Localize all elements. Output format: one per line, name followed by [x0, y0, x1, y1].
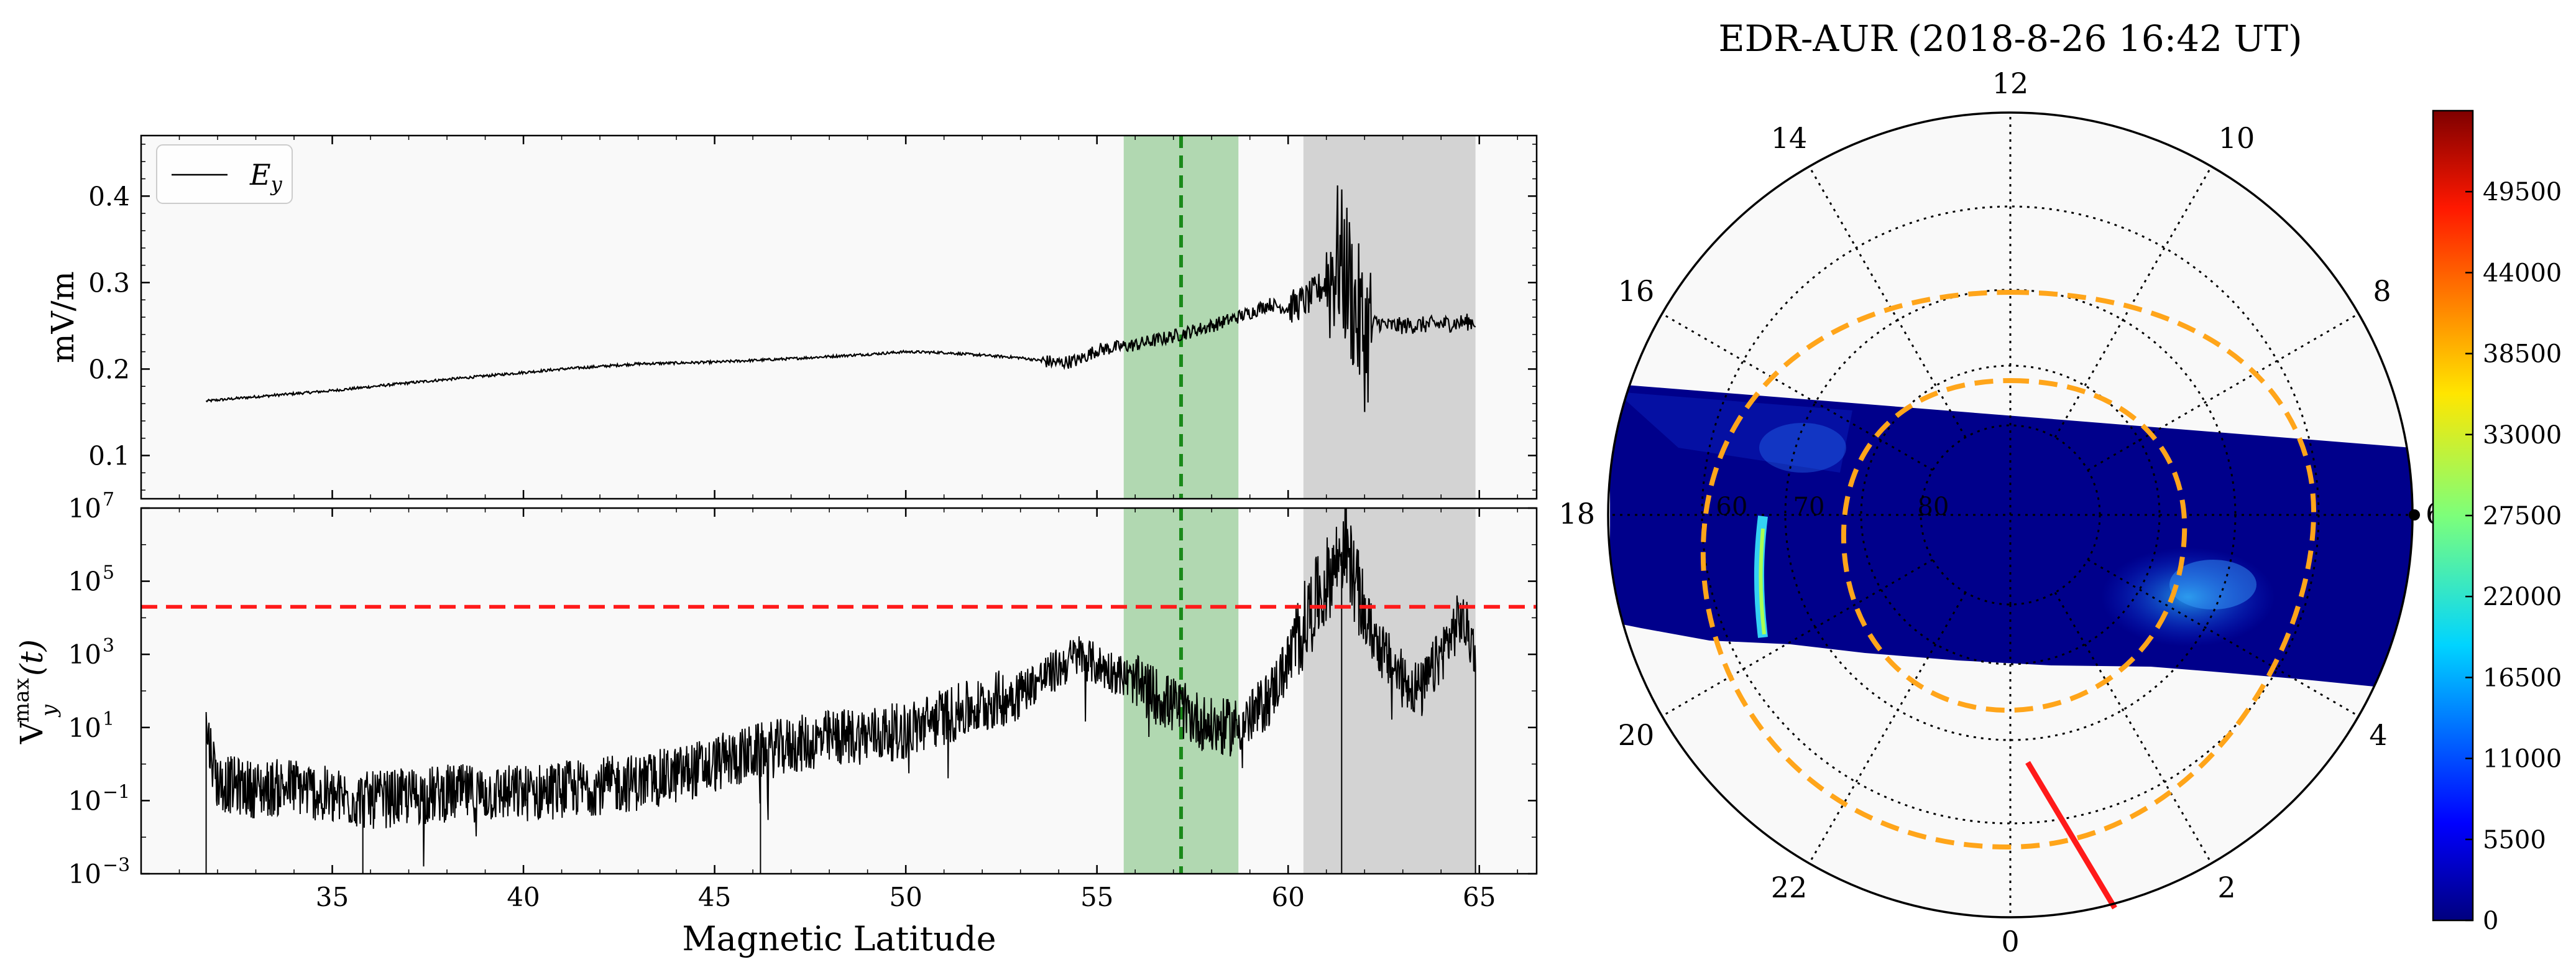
mlt-label-10: 10 [2219, 121, 2255, 155]
vy-ytick-label-3: 10 [68, 639, 101, 670]
colorbar-ticks: 0 5500 11000 16500 22000 27500 33000 38500 44000… [2465, 178, 2562, 935]
vy-ytick-label-0: 10 [68, 859, 101, 889]
colorbar-tick-label-9: 49500 [2483, 178, 2562, 206]
mlt-label-20: 20 [1618, 718, 1655, 752]
satellite-track [2025, 761, 2117, 910]
polar-dot-6mlt [2409, 509, 2420, 521]
mlt-label-2: 2 [2217, 871, 2235, 904]
colorbar: 0 5500 11000 16500 22000 27500 33000 38500 44000… [2432, 109, 2562, 935]
vy-xtick-label-2: 45 [698, 882, 731, 912]
auroral-image [1610, 384, 2412, 692]
colorbar-tick-label-8: 44000 [2483, 259, 2562, 287]
colorbar-tick-label-2: 11000 [2483, 745, 2562, 774]
vy-ytick-label-2: 10 [68, 713, 101, 743]
ey-series-line [205, 185, 1476, 412]
colorbar-tick-label-7: 38500 [2483, 340, 2562, 369]
mlt-label-22: 22 [1771, 871, 1808, 904]
vy-ytick-exponent-2: 1 [103, 708, 114, 730]
vy-xtick-label-0: 35 [316, 882, 349, 912]
colorbar-tick-label-0: 0 [2483, 907, 2498, 935]
vy-x-ticks: 35 40 45 50 55 60 65 [178, 508, 1518, 912]
colorbar-tick-label-6: 33000 [2483, 421, 2562, 450]
colorbar-tick-label-3: 16500 [2483, 664, 2562, 692]
ey-legend-letter: E [249, 158, 271, 192]
polar-panel: EDR-AUR (2018-8-26 16:42 UT) 12 14 [1558, 17, 2444, 958]
vy-xtick-label-6: 65 [1463, 882, 1496, 912]
vy-xtick-label-5: 60 [1271, 882, 1304, 912]
colorbar-tick-label-4: 22000 [2483, 583, 2562, 611]
vy-ylabel-tail: (t) [14, 639, 50, 676]
vy-ylabel-sub: y [37, 704, 62, 718]
auroral-glow-right [2101, 547, 2275, 647]
mlt-label-4: 4 [2369, 718, 2387, 752]
ey-panel: 0.1 0.2 0.3 0.4 mV/m Ey [45, 134, 1538, 500]
mlt-label-12: 12 [1992, 67, 2029, 100]
vy-ytick-exponent-5: 7 [103, 489, 114, 511]
vy-ytick-exponent-0: −3 [103, 854, 130, 876]
mlt-label-16: 16 [1618, 274, 1655, 308]
vy-ytick-label-4: 10 [68, 567, 101, 597]
vy-ytick-exponent-4: 5 [103, 562, 114, 584]
auroral-glow-right-inner [2169, 560, 2256, 609]
vy-ytick-exponent-3: 3 [103, 635, 114, 657]
lat-label-70: 70 [1793, 493, 1825, 521]
ey-y-ticks: 0.1 0.2 0.3 0.4 [88, 144, 1537, 491]
lat-label-60: 60 [1716, 493, 1748, 521]
ey-ytick-label-3: 0.4 [88, 181, 130, 211]
vy-xtick-label-1: 40 [507, 882, 540, 912]
mlt-label-0: 0 [2001, 925, 2019, 958]
colorbar-tick-label-5: 27500 [2483, 502, 2562, 530]
vy-xtick-label-3: 50 [889, 882, 922, 912]
x-axis-label: Magnetic Latitude [682, 919, 996, 958]
ey-x-ticks [178, 136, 1518, 499]
ey-legend-label: Ey [249, 158, 283, 196]
mlt-label-18: 18 [1558, 497, 1595, 530]
vy-ytick-exponent-1: −1 [103, 781, 130, 803]
mlt-label-14: 14 [1771, 121, 1808, 155]
ey-ytick-label-1: 0.2 [88, 354, 130, 384]
inner-oval [1841, 377, 2187, 713]
vy-ytick-label-1: 10 [68, 785, 101, 816]
polar-title: EDR-AUR (2018-8-26 16:42 UT) [1718, 17, 2302, 60]
mlt-spokes [1608, 113, 2413, 917]
vy-ytick-label-5: 10 [68, 493, 101, 524]
ey-ytick-label-0: 0.1 [88, 440, 130, 471]
ey-ytick-label-2: 0.3 [88, 267, 130, 298]
auroral-glow-left [1759, 423, 1846, 473]
ey-y-axis-label: mV/m [45, 271, 81, 363]
top-shaded-region-1 [1303, 136, 1476, 499]
ey-legend: Ey [156, 144, 293, 204]
outer-oval [1700, 289, 2317, 850]
lat-label-80: 80 [1918, 493, 1949, 521]
vy-series-line [205, 508, 1476, 874]
vy-ylabel-main: V [14, 721, 50, 744]
ey-legend-subscript: y [270, 172, 283, 196]
colorbar-tick-label-1: 5500 [2483, 826, 2546, 854]
vy-xtick-label-4: 55 [1080, 882, 1113, 912]
vy-y-axis-label: Vmax y (t) [9, 639, 62, 744]
auroral-arc-left-core [1759, 528, 1766, 635]
vy-ylabel-sup: max [9, 678, 34, 723]
mlt-label-8: 8 [2373, 274, 2391, 308]
